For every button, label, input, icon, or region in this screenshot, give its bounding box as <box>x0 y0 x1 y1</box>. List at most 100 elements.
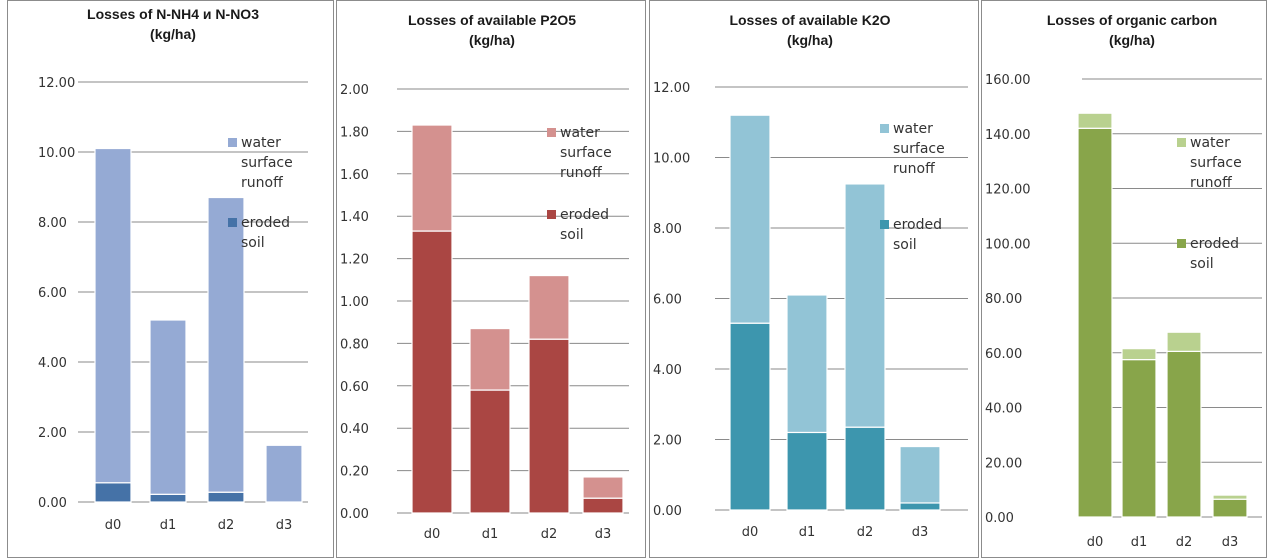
y-tick-label: 0.00 <box>985 511 1014 526</box>
legend-swatch-water-surface-runoff <box>1177 138 1186 147</box>
bar-d3-water-surface-runoff <box>265 444 303 503</box>
bar-d1-eroded-soil <box>469 389 511 514</box>
legend-label-eroded-soil: soil <box>560 227 584 243</box>
chart-subtitle: (kg/ha) <box>1109 32 1155 48</box>
legend-label-water-surface-runoff: water <box>1190 135 1230 151</box>
chart-panel-organic-carbon: 0.00 20.00 40.00 60.00 80.00 100.00 120.00 140.… <box>981 0 1267 558</box>
x-category-label: d3 <box>1222 535 1239 550</box>
legend-label-water-surface-runoff: water <box>241 135 281 151</box>
bar-d3-water-surface-runoff <box>899 445 941 504</box>
legend-swatch-eroded-soil <box>228 218 237 227</box>
y-tick-label: 4.00 <box>38 356 67 371</box>
bar-d0-water-surface-runoff <box>1077 112 1113 129</box>
y-tick-label: 8.00 <box>653 222 682 237</box>
legend-label-water-surface-runoff: runoff <box>560 165 602 181</box>
bar-d2-eroded-soil <box>844 426 886 511</box>
legend-label-eroded-soil: eroded <box>893 217 942 233</box>
bar-d0-eroded-soil <box>729 322 771 511</box>
legend-label-eroded-soil: eroded <box>560 207 609 223</box>
bar-d2-eroded-soil <box>528 338 570 514</box>
bar-d2-eroded-soil <box>207 491 245 503</box>
legend-swatch-water-surface-runoff <box>880 124 889 133</box>
bar-d0-water-surface-runoff <box>411 124 453 232</box>
chart-svg-phosphorus: 0.00 0.20 0.40 0.60 0.80 1.00 1.20 1.40 1.60 1.80… <box>340 12 629 542</box>
y-tick-label: 160.00 <box>985 73 1031 88</box>
y-tick-label: 1.40 <box>340 210 369 225</box>
legend-label-eroded-soil: soil <box>241 235 265 251</box>
y-tick-label: 20.00 <box>985 456 1022 471</box>
chart-subtitle: (kg/ha) <box>787 32 833 48</box>
y-tick-label: 10.00 <box>38 146 75 161</box>
bar-d1-eroded-soil <box>1121 358 1157 518</box>
y-tick-label: 1.80 <box>340 125 369 140</box>
bar-d0-eroded-soil <box>1077 127 1113 518</box>
chart-panel-nitrogen: 0.00 2.00 4.00 6.00 8.00 10.00 12.00 d0 d1 d2 d3 Lo… <box>7 0 334 558</box>
x-category-label: d1 <box>799 525 816 540</box>
chart-title: Losses of N-NH4 и N-NO3 <box>87 6 259 22</box>
legend-swatch-eroded-soil <box>547 210 556 219</box>
y-tick-label: 0.20 <box>340 465 369 480</box>
chart-title: Losses of available K2O <box>729 12 890 28</box>
bar-d1-eroded-soil <box>786 431 828 511</box>
bar-d1-water-surface-runoff <box>786 294 828 434</box>
bar-d3-water-surface-runoff <box>582 476 624 499</box>
y-tick-label: 6.00 <box>653 293 682 308</box>
y-tick-label: 1.20 <box>340 253 369 268</box>
legend-label-eroded-soil: soil <box>1190 256 1214 272</box>
y-tick-label: 2.00 <box>653 434 682 449</box>
bar-d1-water-surface-runoff <box>469 327 511 391</box>
y-tick-label: 0.40 <box>340 422 369 437</box>
x-category-label: d1 <box>160 518 177 533</box>
chart-title: Losses of organic carbon <box>1047 12 1217 28</box>
chart-svg-organic-carbon: 0.00 20.00 40.00 60.00 80.00 100.00 120.00 140.… <box>985 12 1262 550</box>
chart-panel-phosphorus: 0.00 0.20 0.40 0.60 0.80 1.00 1.20 1.40 1.60 1.80… <box>336 0 646 558</box>
x-category-label: d2 <box>218 518 235 533</box>
legend-swatch-eroded-soil <box>1177 239 1186 248</box>
y-tick-label: 0.00 <box>38 496 67 511</box>
y-tick-label: 40.00 <box>985 402 1022 417</box>
bar-d1-eroded-soil <box>149 493 187 503</box>
y-tick-label: 140.00 <box>985 128 1031 143</box>
bar-d0-eroded-soil <box>94 482 132 503</box>
legend-swatch-water-surface-runoff <box>228 138 237 147</box>
y-tick-label: 12.00 <box>653 81 690 96</box>
bar-d0-eroded-soil <box>411 230 453 514</box>
legend-label-water-surface-runoff: runoff <box>1190 175 1232 191</box>
y-tick-label: 0.00 <box>340 507 369 522</box>
legend-label-water-surface-runoff: water <box>560 125 600 141</box>
y-tick-label: 1.00 <box>340 295 369 310</box>
bar-d0-water-surface-runoff <box>729 114 771 324</box>
bar-d3-eroded-soil <box>899 502 941 511</box>
y-tick-label: 80.00 <box>985 292 1022 307</box>
x-category-label: d0 <box>105 518 122 533</box>
x-category-label: d2 <box>1176 535 1193 550</box>
chart-panel-potassium: 0.00 2.00 4.00 6.00 8.00 10.00 12.00 d0 d1 d2 d3 Lo… <box>649 0 979 558</box>
legend-label-water-surface-runoff: surface <box>1190 155 1242 171</box>
x-category-label: d3 <box>912 525 929 540</box>
y-tick-label: 2.00 <box>38 426 67 441</box>
y-tick-label: 60.00 <box>985 347 1022 362</box>
x-category-label: d2 <box>857 525 874 540</box>
bar-d1-water-surface-runoff <box>149 319 187 495</box>
y-tick-label: 2.00 <box>340 83 369 98</box>
y-tick-label: 0.00 <box>653 504 682 519</box>
y-tick-label: 120.00 <box>985 183 1031 198</box>
legend-label-water-surface-runoff: surface <box>241 155 293 171</box>
chart-svg-potassium: 0.00 2.00 4.00 6.00 8.00 10.00 12.00 d0 d1 d2 d3 Lo… <box>653 12 968 540</box>
x-category-label: d0 <box>742 525 759 540</box>
legend-label-water-surface-runoff: surface <box>893 141 945 157</box>
bar-d2-water-surface-runoff <box>1166 331 1202 352</box>
chart-subtitle: (kg/ha) <box>150 26 196 42</box>
legend-label-water-surface-runoff: runoff <box>893 161 935 177</box>
bar-d2-eroded-soil <box>1166 350 1202 518</box>
y-tick-label: 8.00 <box>38 216 67 231</box>
legend-label-eroded-soil: eroded <box>241 215 290 231</box>
x-category-label: d0 <box>1087 535 1104 550</box>
y-tick-label: 10.00 <box>653 152 690 167</box>
y-tick-label: 0.80 <box>340 337 369 352</box>
x-category-label: d1 <box>1131 535 1148 550</box>
x-category-label: d3 <box>276 518 293 533</box>
chart-title: Losses of available P2O5 <box>408 12 576 28</box>
bar-d3-eroded-soil <box>582 497 624 514</box>
